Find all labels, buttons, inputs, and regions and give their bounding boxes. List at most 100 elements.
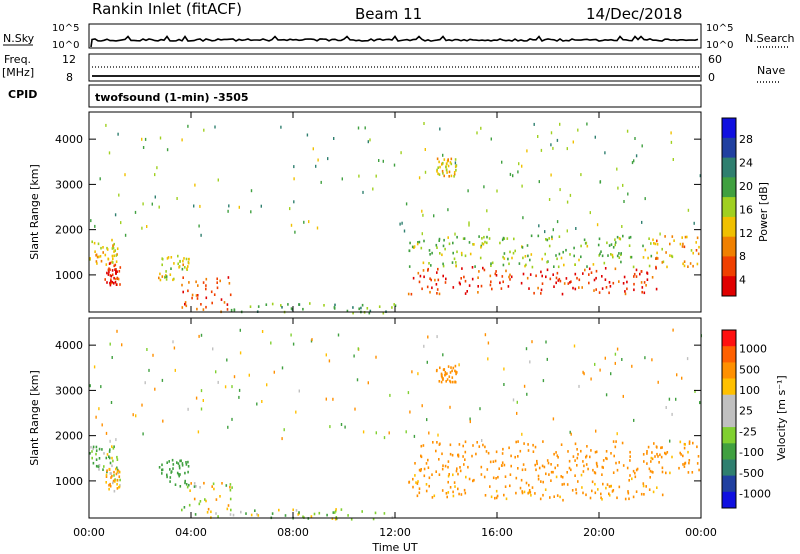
power-panel-cell — [518, 162, 520, 166]
velocity-panel-cell — [568, 459, 571, 463]
velocity-panel-cell — [105, 456, 108, 460]
cpid-panel-frame — [88, 84, 702, 108]
nsearch-label: N.Search — [745, 32, 795, 45]
velocity-panel-cell — [463, 488, 466, 492]
velocity-panel-cell — [504, 485, 507, 488]
freq-label: Freq. — [4, 53, 31, 66]
power-panel-cell — [580, 173, 582, 177]
power-panel-cell — [601, 287, 604, 290]
velocity-panel-cell — [344, 425, 346, 429]
power-panel-cell — [669, 242, 671, 246]
power-panel-cell — [572, 286, 574, 290]
power-panel-cell — [687, 208, 690, 212]
power-panel-cell — [195, 294, 198, 297]
velocity-panel-cell — [458, 443, 461, 446]
power-panel-cell — [501, 275, 504, 278]
power-panel-cell — [438, 173, 441, 176]
velocity-panel-cell — [106, 453, 109, 456]
power-panel-cell — [161, 263, 163, 267]
power-panel-cell — [476, 131, 478, 135]
velocity-panel-cell — [89, 452, 91, 455]
velocity-panel-cell — [594, 450, 597, 454]
velocity-panel-cell — [333, 511, 336, 514]
power-panel-cell — [303, 220, 305, 224]
velocity-panel-cell — [116, 329, 118, 333]
power-panel-cell — [427, 267, 429, 271]
power-panel-cell — [463, 237, 466, 240]
power-panel-cell — [529, 258, 531, 262]
power-panel-cell — [413, 245, 416, 248]
power-panel-cell — [588, 273, 590, 276]
power-panel-cell — [197, 284, 199, 287]
velocity-panel-cell — [413, 434, 416, 438]
velocity-panel-cell — [152, 353, 154, 357]
velocity-panel-cell — [688, 440, 691, 443]
power-panel-cell — [449, 161, 452, 164]
velocity-panel-cell — [448, 375, 451, 378]
velocity-panel-cell — [200, 407, 203, 411]
power-colorbar-swatch — [722, 276, 736, 297]
power-panel-cell — [642, 256, 645, 259]
velocity-panel-cell — [472, 479, 474, 483]
power-panel-cell — [445, 277, 447, 281]
power-panel-cell — [513, 237, 515, 241]
power-panel-cell — [511, 256, 513, 260]
velocity-panel-cell — [169, 480, 171, 483]
power-panel-cell — [553, 285, 555, 288]
power-panel-cell — [436, 246, 438, 249]
power-panel-cell — [142, 202, 144, 206]
velocity-panel-cell — [108, 483, 110, 487]
velocity-panel-cell — [436, 335, 438, 339]
power-panel-cell — [695, 241, 697, 244]
freq-panel-frame — [88, 53, 702, 82]
power-panel-cell — [586, 265, 588, 268]
velocity-panel-cell — [552, 417, 555, 421]
velocity-panel-cell — [543, 465, 546, 469]
power-panel-cell — [95, 260, 98, 263]
velocity-panel-cell — [544, 488, 547, 491]
power-panel-cell — [109, 274, 112, 277]
velocity-panel-cell — [431, 496, 434, 499]
velocity-panel-cell — [177, 473, 180, 476]
power-panel-cell — [454, 232, 456, 236]
power-panel-cell — [614, 238, 616, 241]
velocity-panel-cell — [523, 384, 526, 388]
count-tick-right-top: 10^5 — [706, 23, 733, 34]
velocity-panel-cell — [599, 368, 601, 372]
velocity-colorbar-tick: -25 — [739, 425, 757, 438]
velocity-panel-cell — [423, 474, 426, 478]
velocity-panel-cell — [480, 473, 483, 476]
power-panel-cell — [530, 253, 533, 256]
freq-tick-top: 12 — [62, 53, 76, 66]
power-panel-cell — [512, 174, 514, 178]
velocity-panel-cell — [632, 469, 635, 473]
power-panel-cell — [645, 284, 647, 287]
power-panel-cell — [588, 281, 590, 285]
velocity-panel-cell — [683, 446, 686, 450]
power-panel-cell — [191, 293, 194, 297]
velocity-panel-cell — [512, 398, 515, 402]
velocity-panel-cell — [610, 372, 612, 376]
velocity-panel-cell — [602, 482, 604, 486]
velocity-panel-cell — [528, 490, 531, 494]
velocity-panel-cell — [616, 468, 619, 472]
time-axis-label: Time UT — [371, 541, 417, 554]
velocity-panel-cell — [178, 474, 180, 478]
velocity-panel-cell — [229, 485, 231, 489]
velocity-colorbar-swatch — [722, 427, 736, 444]
velocity-panel-cell — [696, 445, 698, 449]
power-panel-cell — [257, 305, 260, 308]
power-panel-cell — [605, 286, 608, 289]
velocity-panel-cell — [684, 443, 686, 446]
power-panel-cell — [473, 243, 475, 246]
velocity-panel-cell — [154, 387, 156, 391]
power-panel-cell — [114, 213, 117, 217]
power-panel-ytick-label: 4000 — [55, 133, 83, 146]
power-panel-cell — [541, 274, 543, 278]
power-panel-cell — [550, 131, 553, 135]
velocity-panel-cell — [660, 446, 662, 450]
power-panel-cell — [341, 177, 343, 181]
power-panel-cell — [648, 264, 651, 268]
velocity-panel-cell — [329, 425, 331, 429]
power-panel-cell — [411, 245, 414, 249]
